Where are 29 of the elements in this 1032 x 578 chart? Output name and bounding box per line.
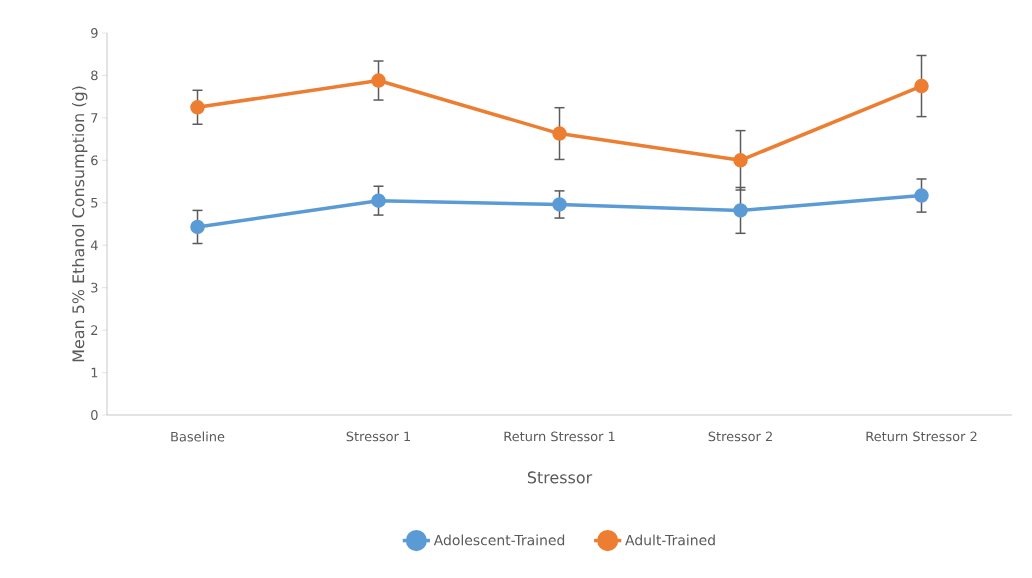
- point: [552, 197, 567, 212]
- y-tick-label: 5: [91, 197, 98, 208]
- y-tick-label: 3: [91, 282, 98, 293]
- point: [914, 188, 929, 203]
- x-tick-label: Stressor 1: [346, 431, 411, 442]
- point: [914, 78, 929, 94]
- x-tick-label: Baseline: [171, 431, 225, 442]
- y-tick-label: 2: [91, 325, 98, 335]
- point: [190, 219, 205, 235]
- point: [552, 126, 567, 141]
- y-axis-title: Mean 5% Ethanol Consumption (g): [71, 86, 88, 362]
- x-tick-label: Return Stressor 1: [504, 431, 615, 442]
- y-tick-label: 9: [91, 28, 98, 38]
- point: [733, 203, 748, 218]
- legend-label: Adult-Trained: [625, 534, 715, 546]
- y-tick-label: 0: [91, 410, 98, 420]
- point: [733, 153, 748, 168]
- y-tick-label: 7: [91, 113, 98, 123]
- y-tick-label: 4: [90, 240, 98, 250]
- point: [371, 193, 386, 208]
- point: [371, 73, 386, 88]
- y-tick-label: 8: [91, 70, 98, 81]
- point: [190, 100, 205, 115]
- x-tick-label: Stressor 2: [708, 431, 772, 442]
- y-tick-label: 1: [91, 367, 98, 378]
- x-axis-title: Stressor: [527, 471, 593, 484]
- y-tick-label: 6: [91, 155, 98, 166]
- x-tick-label: Return Stressor 2: [866, 431, 977, 442]
- legend-label: Adolescent-Trained: [433, 534, 565, 546]
